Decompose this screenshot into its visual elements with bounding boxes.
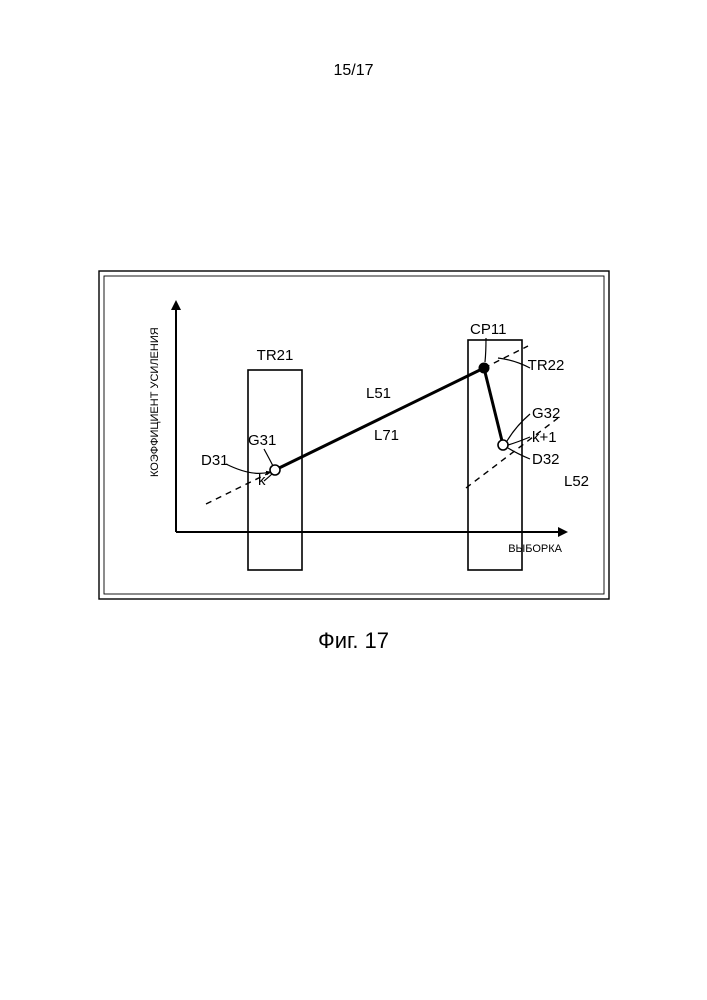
label-G32_lbl: G32	[532, 405, 560, 422]
label-D31_lbl: D31	[201, 452, 229, 469]
label-L52_lbl: L52	[564, 473, 589, 490]
label-k1_lbl: k+1	[532, 429, 557, 446]
point-k	[270, 465, 280, 475]
label-TR21: TR21	[257, 347, 294, 364]
label-k_lbl: k	[258, 472, 266, 489]
page-number: 15/17	[0, 62, 707, 80]
point-k+1	[498, 440, 508, 450]
x-axis-label: ВЫБОРКА	[508, 543, 562, 555]
label-D32_lbl: D32	[532, 451, 560, 468]
label-L71_lbl: L71	[374, 427, 399, 444]
point-CP11	[479, 363, 490, 374]
label-G31_lbl: G31	[248, 432, 276, 449]
figure-17: TR21 TR22 ВЫБОРКА КОЭФФИЦИЕНТ УСИЛЕНИЯ L51 L7…	[98, 270, 610, 600]
figure-svg: TR21 TR22 ВЫБОРКА КОЭФФИЦИЕНТ УСИЛЕНИЯ L51 L7…	[98, 270, 610, 600]
page: 15/17 TR21 TR22 ВЫБОРКА КОЭФФИЦИЕНТ УСИЛЕНИ…	[0, 0, 707, 1000]
label-CP11_lbl: CP11	[470, 321, 506, 338]
y-axis-label: КОЭФФИЦИЕНТ УСИЛЕНИЯ	[149, 327, 161, 477]
label-TR22: TR22	[528, 357, 565, 374]
figure-caption: Фиг. 17	[0, 628, 707, 654]
label-L51_lbl: L51	[366, 385, 391, 402]
